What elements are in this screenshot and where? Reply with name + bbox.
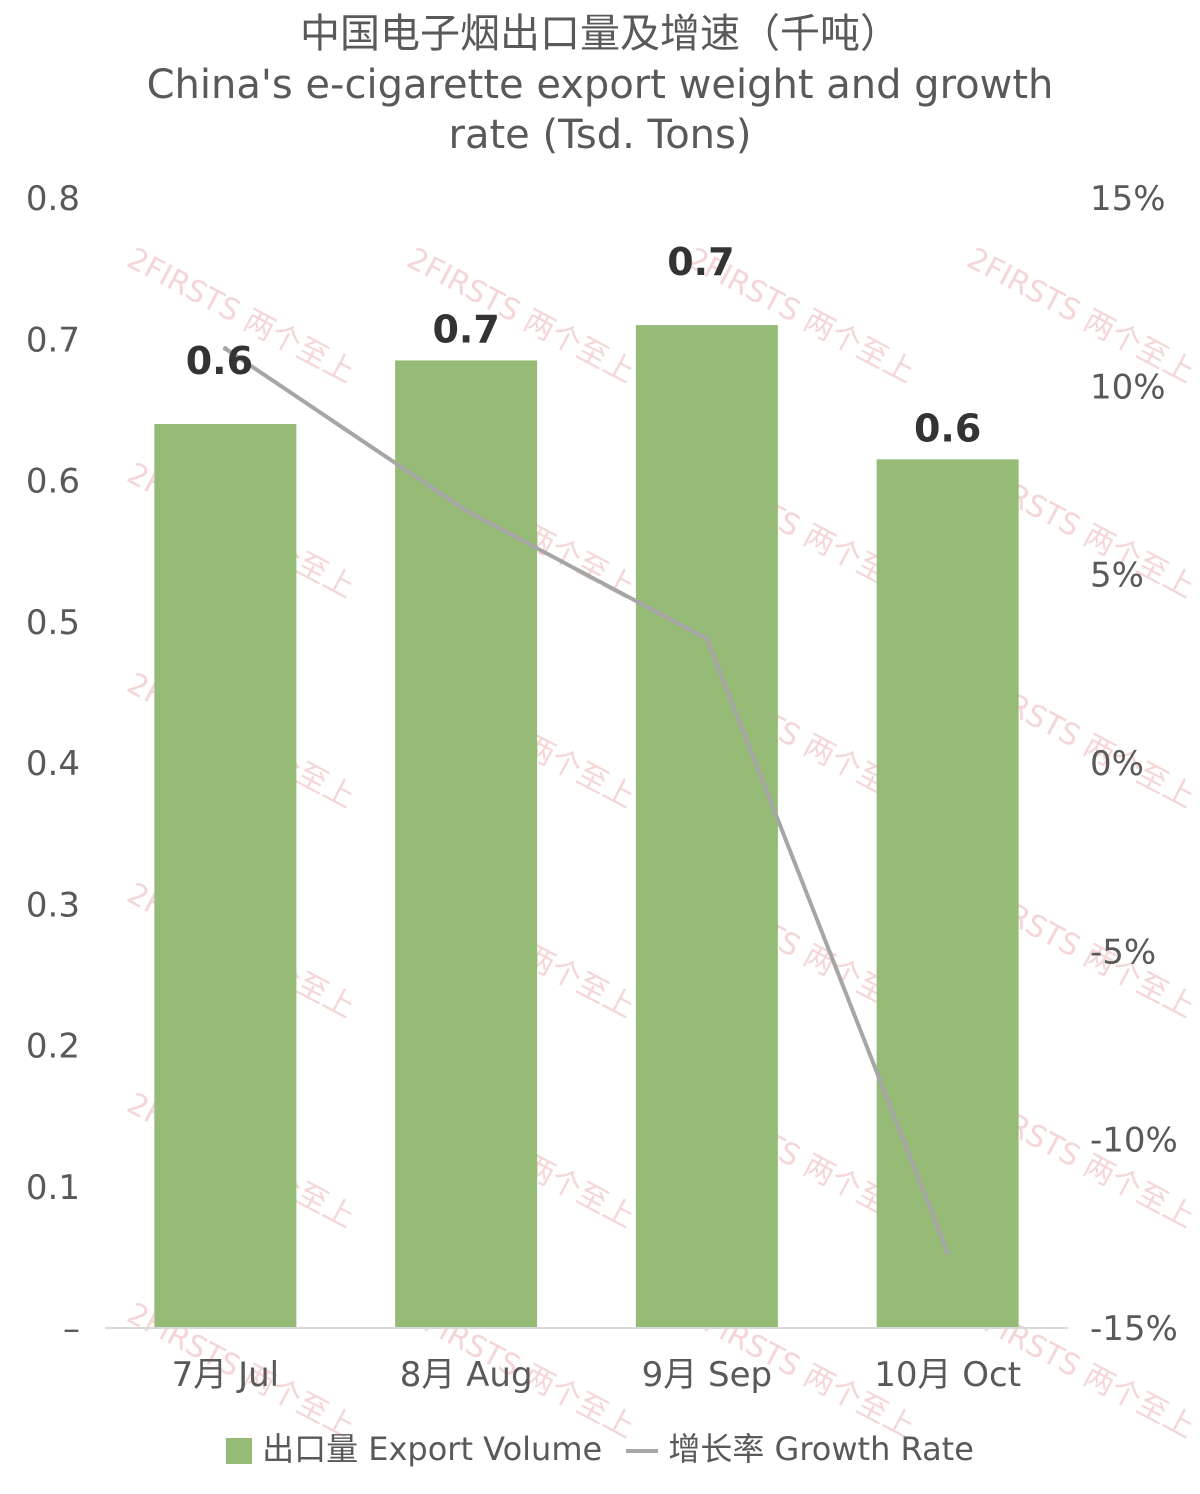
x-tick-label: 8月 Aug [400,1355,533,1395]
x-tick-label: 7月 Jul [172,1355,279,1395]
bar-data-label: 0.6 [186,339,253,383]
y-left-tick-label: 0.8 [26,179,80,219]
y-left-tick-label: – [63,1309,80,1349]
chart-title: 中国电子烟出口量及增速（千吨） [300,11,900,57]
chart-subtitle: China's e-cigarette export weight and gr… [146,62,1054,158]
y-right-tick-label: -10% [1090,1121,1178,1161]
legend-bar-swatch [226,1438,253,1464]
bar-data-label: 0.7 [667,240,734,284]
growth-rate-point [222,346,228,352]
growth-rate-point [463,508,469,514]
y-right-tick-label: 0% [1090,744,1144,784]
chart-title-block: 中国电子烟出口量及增速（千吨） China's e-cigarette expo… [0,8,1200,160]
legend-line-swatch [626,1449,659,1453]
x-tick-label: 10月 Oct [874,1355,1021,1395]
y-right-tick-label: 10% [1090,367,1166,407]
y-left-tick-label: 0.4 [26,744,80,784]
bar [395,360,538,1328]
y-right-tick-label: -15% [1090,1309,1178,1349]
y-left-tick-label: 0.1 [26,1168,80,1208]
y-left-tick-label: 0.6 [26,462,80,502]
legend-line-label: 增长率 Growth Rate [668,1430,974,1468]
y-right-tick-label: 5% [1090,556,1144,596]
legend: 出口量 Export Volume 增长率 Growth Rate [0,1424,1200,1470]
legend-item-bar: 出口量 Export Volume [226,1424,602,1470]
growth-rate-line [224,347,950,1254]
bar [635,325,778,1328]
legend-bar-label: 出口量 Export Volume [262,1430,603,1468]
legend-item-line: 增长率 Growth Rate [612,1424,974,1470]
bar-data-label: 0.7 [432,307,499,351]
x-tick-label: 9月 Sep [642,1355,773,1395]
bar [876,459,1019,1328]
y-left-tick-label: 0.7 [26,320,80,360]
y-right-tick-label: 15% [1090,179,1166,219]
bar-data-label: 0.6 [914,406,981,450]
growth-rate-point [704,636,710,642]
y-left-tick-label: 0.3 [26,885,80,925]
growth-rate-point [945,1250,951,1256]
y-right-tick-label: -5% [1090,932,1156,972]
y-left-tick-label: 0.2 [26,1027,80,1067]
bar [154,424,297,1328]
y-left-tick-label: 0.5 [26,603,80,643]
